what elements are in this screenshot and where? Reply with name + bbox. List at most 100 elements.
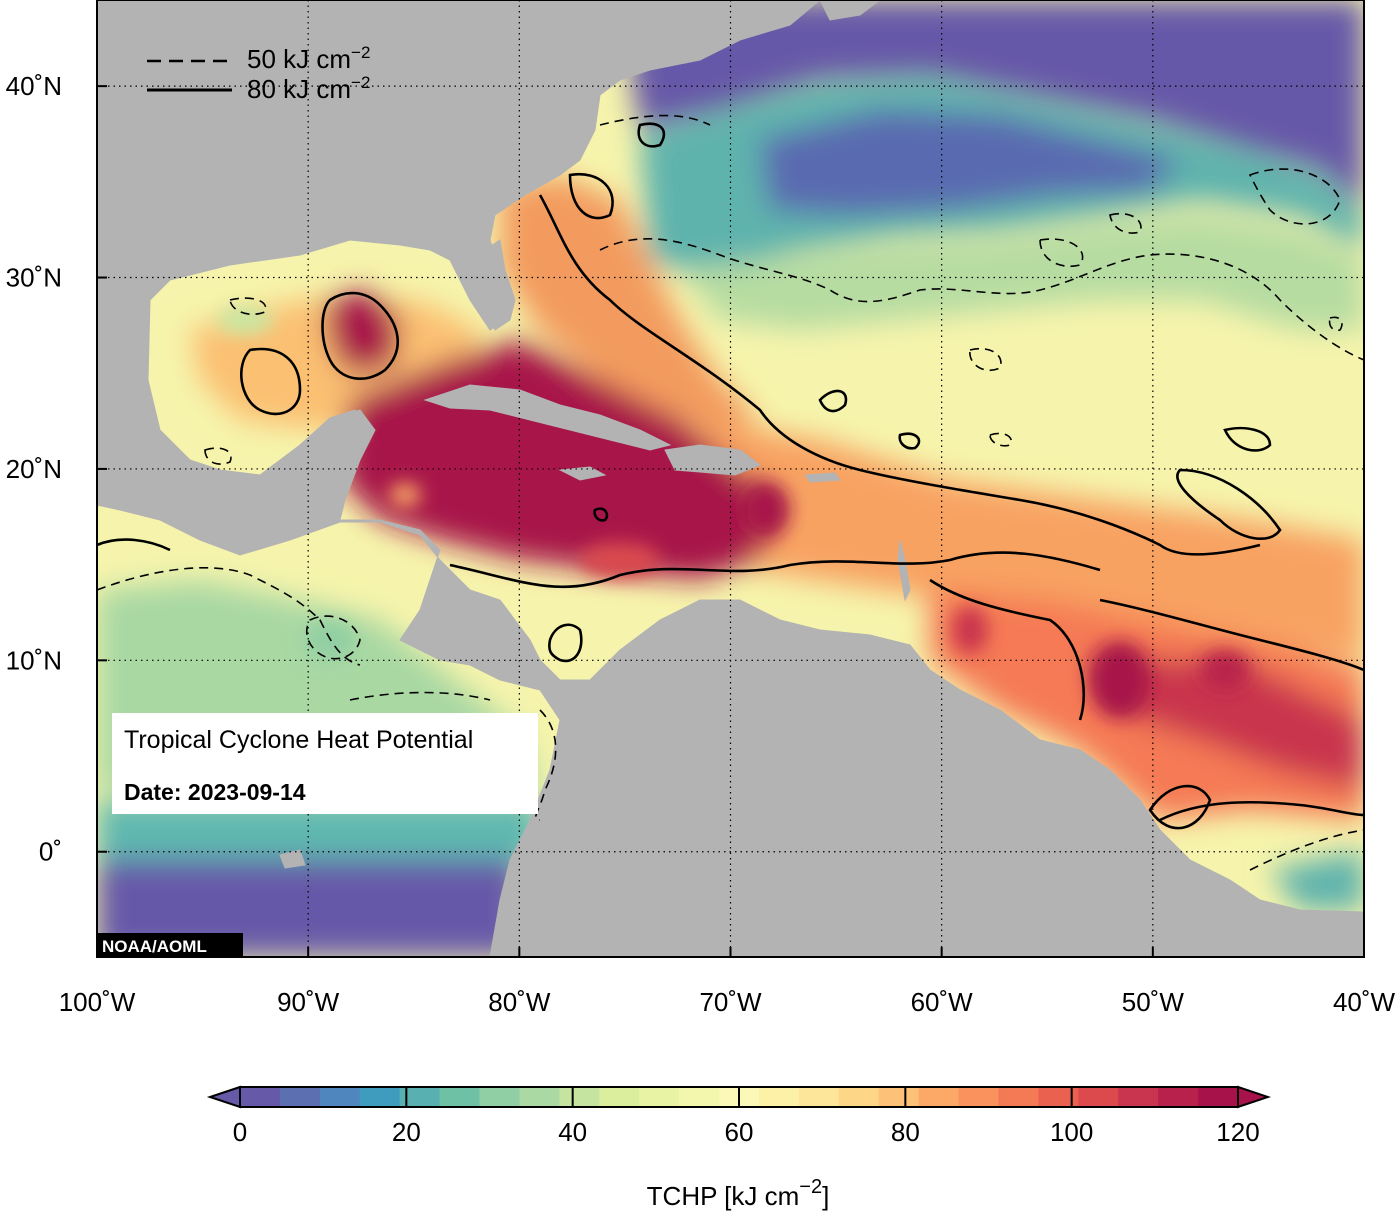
colorbar-max-arrow <box>1237 1085 1272 1109</box>
contour-80-gulfstream <box>538 194 1261 556</box>
credit-background <box>97 933 243 957</box>
cold-core-north <box>760 110 1180 215</box>
colorbar-segment-19 <box>998 1087 1039 1107</box>
contour-80-pacific <box>97 538 171 552</box>
land-puerto-rico <box>804 472 841 483</box>
lon-tick-label-5: 50˚W <box>1122 987 1185 1017</box>
colorbar-segment-6 <box>479 1087 521 1107</box>
cool-band-south <box>97 800 540 860</box>
contour-80-gulf-loop <box>321 291 399 380</box>
lon-tick-label-6: 40˚W <box>1333 987 1396 1017</box>
colorbar-segment-1 <box>279 1087 321 1107</box>
title-box-background <box>112 713 538 814</box>
colorbar-segment-3 <box>359 1087 401 1107</box>
lon-tick-label-3: 70˚W <box>699 987 762 1017</box>
contour-50-north <box>599 238 1364 361</box>
colorbar-segment-23 <box>1158 1087 1199 1107</box>
colorbar-min-arrow <box>206 1085 241 1109</box>
colorbar-segment-9 <box>599 1087 640 1107</box>
colorbar-segment-22 <box>1118 1087 1159 1107</box>
land-cuba <box>423 384 672 451</box>
lat-tick-label-2: 20˚N <box>6 454 62 484</box>
longitude-labels: 100˚W 90˚W 80˚W 70˚W 60˚W 50˚W 40˚W <box>59 947 1396 1017</box>
contour-50 <box>97 114 1364 871</box>
title-box: Tropical Cyclone Heat Potential Date: 20… <box>112 713 538 814</box>
contour-50-gulf-2 <box>229 297 267 316</box>
colorbar-tick-label-6: 120 <box>1216 1117 1259 1147</box>
colorbar-segment-16 <box>878 1087 920 1107</box>
lon-tick-label-1: 90˚W <box>277 987 340 1017</box>
colorbar-segment-4 <box>399 1087 441 1107</box>
colorbar-segment-24 <box>1198 1087 1239 1107</box>
land-yucatan <box>299 409 371 501</box>
map-date: Date: 2023-09-14 <box>124 779 306 805</box>
hot-spot-atlantic-1 <box>1090 642 1150 718</box>
colorbar-segment-7 <box>519 1087 560 1107</box>
colorbar-segment-10 <box>639 1087 680 1107</box>
contour-80-gulf-west <box>240 347 302 416</box>
hot-spots <box>217 306 1250 718</box>
contour-80 <box>97 122 1364 830</box>
colorbar-tick-label-2: 40 <box>558 1117 587 1147</box>
colorbar-segment-14 <box>798 1087 840 1107</box>
colorbar-title: TCHP [kJ cm−2] <box>647 1176 830 1211</box>
legend-dashed-label: 50 kJ cm−2 <box>247 43 370 74</box>
lon-tick-label-4: 60˚W <box>911 987 974 1017</box>
lon-tick-label-0: 100˚W <box>59 987 136 1017</box>
hot-loop <box>325 290 400 375</box>
colorbar-segment-2 <box>319 1087 361 1107</box>
colorbar-ticks: 0 20 40 60 80 100 120 <box>233 1087 1260 1147</box>
colorbar-tick-label-3: 60 <box>725 1117 754 1147</box>
contour-50-pacific-loop <box>305 615 361 660</box>
colorbar-segment-11 <box>679 1087 720 1107</box>
colorbar-segment-15 <box>838 1087 880 1107</box>
warm-east-belt <box>700 420 1364 660</box>
land-south-america <box>419 558 1364 957</box>
warm-atlantic-gulfstream <box>500 175 760 430</box>
colorbar-segment-8 <box>559 1087 600 1107</box>
contour-80-colombia <box>548 623 583 663</box>
cold-water-south <box>97 840 520 957</box>
hot-spot-caribbean-east <box>741 482 789 538</box>
colorbar-tick-label-0: 0 <box>233 1117 247 1147</box>
contour-50-pacific <box>97 567 361 666</box>
colorbar-tick-label-1: 20 <box>392 1117 421 1147</box>
lon-tick-label-2: 80˚W <box>488 987 551 1017</box>
contour-80-eq-loop <box>1148 784 1212 830</box>
contour-80-north-loop <box>568 172 614 220</box>
land-nova-scotia <box>819 0 881 21</box>
land-masses <box>97 0 1364 957</box>
land-hispaniola <box>664 444 762 476</box>
legend-solid-label: 80 kJ cm−2 <box>247 73 370 104</box>
lat-tick-label-4: 0˚ <box>39 837 62 867</box>
contour-50-pacific-south-2 <box>535 709 557 821</box>
colorbar-segment-21 <box>1078 1087 1119 1107</box>
map-title: Tropical Cyclone Heat Potential <box>124 726 473 754</box>
green-band-30n <box>680 215 1364 330</box>
contour-80-east-small <box>1223 426 1272 452</box>
land-jamaica <box>558 466 607 481</box>
colorbar-tick-label-5: 100 <box>1050 1117 1093 1147</box>
land-galapagos <box>279 849 306 869</box>
cool-spot-caribbean <box>389 483 421 507</box>
contour-50-mid-3 <box>1328 316 1343 332</box>
land-north-america <box>97 0 821 671</box>
contour-50-gulf <box>204 447 232 465</box>
land-florida <box>469 239 516 331</box>
cold-water-north <box>620 0 1364 210</box>
contour-80-eq-north <box>929 578 1086 721</box>
colorbar-tick-label-4: 80 <box>891 1117 920 1147</box>
cold-water-se <box>1270 850 1364 910</box>
contour-80-caribbean-south <box>449 551 1101 589</box>
lat-tick-label-0: 40˚N <box>6 71 62 101</box>
latitude-labels: 40˚N 30˚N 20˚N 10˚N 0˚ <box>6 71 107 867</box>
green-spot-gulf <box>217 306 273 334</box>
contour-50-north-2 <box>1248 168 1341 225</box>
credit-badge: NOAA/AOML <box>97 933 243 957</box>
contour-80-east-belt <box>1099 598 1364 672</box>
contour-80-eq-south <box>1159 800 1364 822</box>
contour-50-north-4 <box>1109 213 1142 234</box>
contour-50-pacific-south <box>349 691 491 701</box>
contour-80-small-3 <box>898 432 921 450</box>
